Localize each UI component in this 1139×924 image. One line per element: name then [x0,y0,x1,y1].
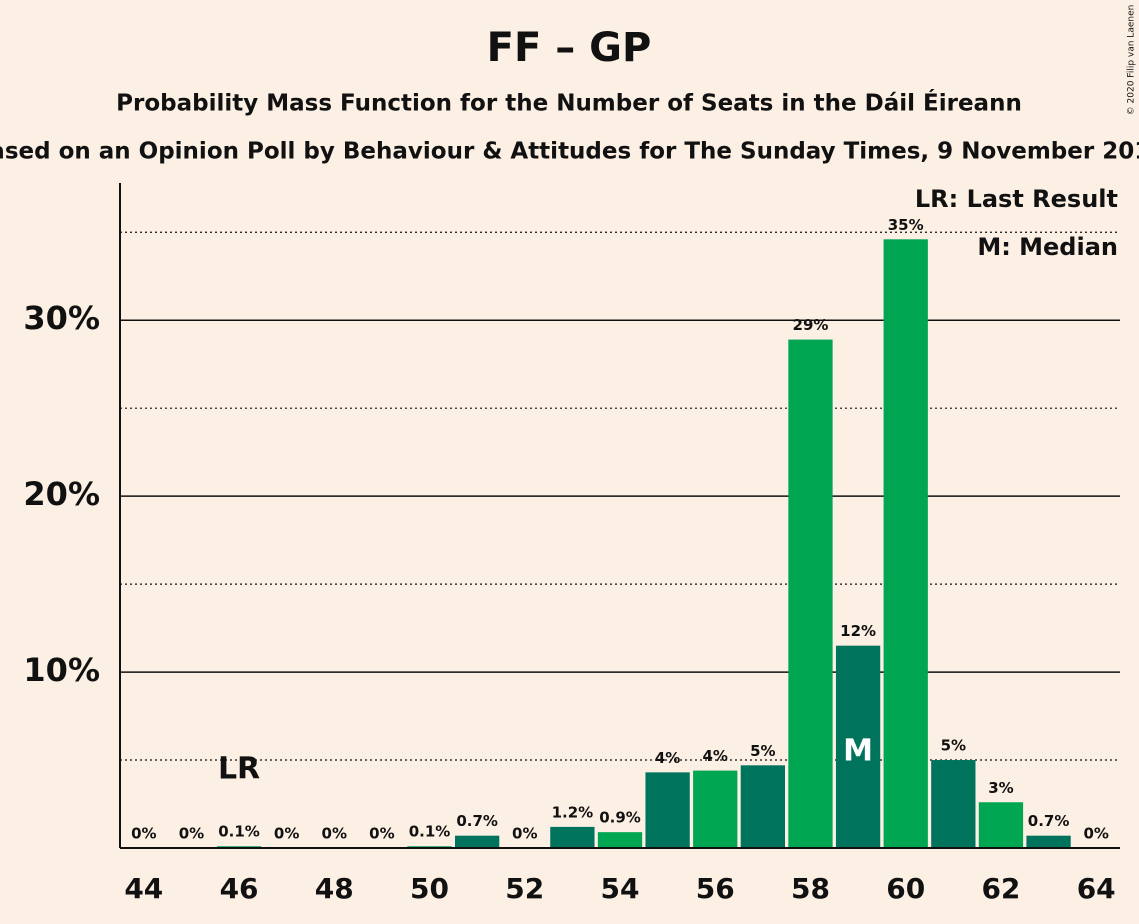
x-tick-label: 54 [601,872,640,905]
x-tick-label: 50 [410,872,449,905]
x-tick-label: 52 [505,872,544,905]
value-label: 0% [131,825,156,843]
x-tick-label: 60 [886,872,925,905]
legend-entry: M: Median [977,233,1118,261]
value-label: 12% [840,622,876,640]
value-label: 4% [655,749,680,767]
value-label: 0% [369,825,394,843]
bar [597,832,643,848]
value-label: 0% [1083,825,1108,843]
value-label: 35% [888,216,924,234]
bar [835,645,881,848]
x-tick-label: 62 [981,872,1020,905]
bar [455,835,500,848]
value-label: 0.7% [456,812,498,830]
bar [550,826,595,848]
value-label: 3% [988,779,1013,797]
bar [1026,835,1071,848]
value-label: 0% [274,825,299,843]
x-tick-label: 46 [220,872,259,905]
chart-subtitle: Based on an Opinion Poll by Behaviour & … [0,139,1139,165]
value-label: 29% [793,316,829,334]
y-tick-label: 20% [23,475,100,513]
value-label: 5% [750,742,775,760]
bar [693,770,738,848]
bar [788,339,833,848]
value-label: 0% [322,825,347,843]
chart-subtitle: Probability Mass Function for the Number… [116,89,1022,117]
y-tick-label: 30% [23,299,100,337]
legend-entry: LR: Last Result [915,185,1118,213]
annotation: M [843,734,873,769]
value-label: 4% [703,747,728,765]
value-label: 0.1% [409,823,451,841]
bar [931,760,976,848]
value-label: 0% [179,825,204,843]
x-tick-label: 44 [124,872,163,905]
annotation: LR [218,752,260,787]
bar [645,772,690,848]
value-label: 0% [512,825,537,843]
x-tick-label: 56 [696,872,735,905]
bar [883,239,928,849]
x-tick-label: 64 [1077,872,1116,905]
x-tick-label: 58 [791,872,830,905]
copyright: © 2020 Filip van Laenen [1127,5,1137,116]
value-label: 0.7% [1028,812,1070,830]
value-label: 5% [941,737,966,755]
value-label: 0.1% [218,823,260,841]
x-tick-label: 48 [315,872,354,905]
value-label: 0.9% [599,809,641,827]
value-label: 1.2% [552,803,594,821]
chart-title: FF – GP [487,25,652,71]
bar [740,765,785,848]
y-tick-label: 10% [23,651,100,689]
bar [978,802,1024,848]
